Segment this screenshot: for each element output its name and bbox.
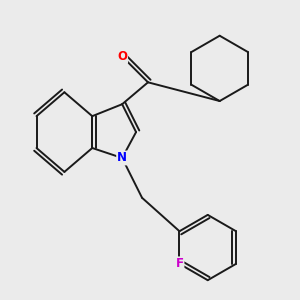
Text: F: F (176, 257, 184, 270)
Text: O: O (117, 50, 127, 63)
Text: N: N (117, 152, 127, 164)
